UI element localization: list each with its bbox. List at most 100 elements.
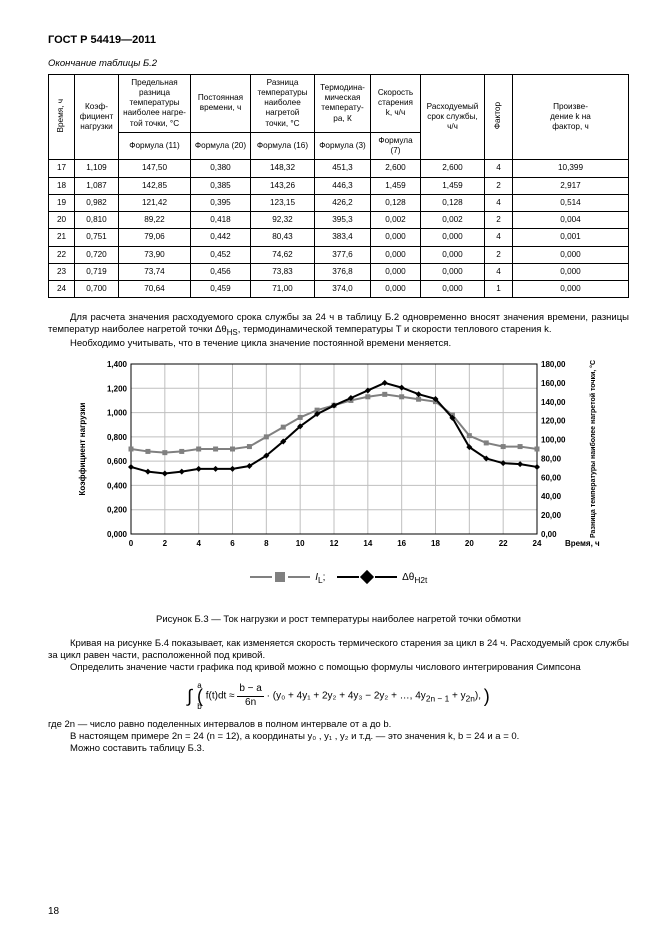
col-tau: Постоянная времени, ч: [191, 74, 251, 132]
data-table: Время, ч Коэф- фициент нагрузки Предельн…: [48, 74, 629, 299]
table-cell: 0,000: [371, 229, 421, 246]
table-cell: 0,385: [191, 177, 251, 194]
table-cell: 19: [49, 194, 75, 211]
col-life: Расходуемый срок службы, ч/ч: [421, 74, 485, 160]
table-cell: 123,15: [251, 194, 315, 211]
svg-text:80,00: 80,00: [541, 454, 562, 463]
col-prod: Произве- дение k на фактор, ч: [513, 74, 629, 160]
paragraph-6: В настоящем примере 2n = 24 (n = 12), а …: [48, 731, 629, 743]
table-cell: 0,720: [75, 246, 119, 263]
table-cell: 0,000: [371, 263, 421, 280]
table-cell: 0,002: [371, 212, 421, 229]
table-cell: 73,74: [119, 263, 191, 280]
table-cell: 0,004: [513, 212, 629, 229]
table-cell: 73,83: [251, 263, 315, 280]
table-cell: 0,452: [191, 246, 251, 263]
table-cell: 0,380: [191, 160, 251, 177]
svg-text:1,000: 1,000: [106, 408, 127, 417]
chart: 0,0000,2000,4000,6000,8001,0001,2001,400…: [69, 356, 609, 606]
table-cell: 0,459: [191, 281, 251, 298]
paragraph-3: Кривая на рисунке Б.4 показывает, как из…: [48, 638, 629, 662]
svg-text:0,600: 0,600: [106, 457, 127, 466]
svg-text:40,00: 40,00: [541, 492, 562, 501]
table-cell: 0,000: [421, 229, 485, 246]
col-f6: Формула (7): [371, 132, 421, 160]
table-cell: 22: [49, 246, 75, 263]
figure-caption: Рисунок Б.3 — Ток нагрузки и рост темпер…: [48, 614, 629, 626]
svg-text:24: 24: [532, 539, 541, 548]
svg-text:1,200: 1,200: [106, 384, 127, 393]
svg-text:Время, ч: Время, ч: [565, 539, 600, 548]
table-cell: 377,6: [315, 246, 371, 263]
table-cell: 395,3: [315, 212, 371, 229]
svg-text:8: 8: [264, 539, 269, 548]
table-cell: 0,000: [371, 281, 421, 298]
table-cell: 2,600: [371, 160, 421, 177]
svg-text:20,00: 20,00: [541, 511, 562, 520]
svg-text:Коэффициент нагрузки: Коэффициент нагрузки: [78, 402, 87, 495]
table-cell: 2,917: [513, 177, 629, 194]
table-row: 240,70070,640,45971,00374,00,0000,00010,…: [49, 281, 629, 298]
table-cell: 24: [49, 281, 75, 298]
table-cell: 10,399: [513, 160, 629, 177]
table-cell: 446,3: [315, 177, 371, 194]
table-cell: 0,442: [191, 229, 251, 246]
col-T: Термодина- мическая температу- ра, К: [315, 74, 371, 132]
table-cell: 0,000: [421, 263, 485, 280]
svg-text:0,200: 0,200: [106, 506, 127, 515]
table-row: 200,81089,220,41892,32395,30,0020,00220,…: [49, 212, 629, 229]
table-cell: 74,62: [251, 246, 315, 263]
table-cell: 376,8: [315, 263, 371, 280]
table-cell: 0,700: [75, 281, 119, 298]
table-cell: 2: [485, 212, 513, 229]
svg-text:Разница температуры наиболее н: Разница температуры наиболее нагретой то…: [589, 360, 597, 538]
svg-text:180,00: 180,00: [541, 360, 566, 369]
paragraph-7: Можно составить таблицу Б.3.: [48, 743, 629, 755]
col-factor: Фактор: [493, 102, 503, 129]
table-cell: 0,000: [421, 281, 485, 298]
table-caption: Окончание таблицы Б.2: [48, 58, 629, 70]
col-coef: Коэф- фициент нагрузки: [75, 74, 119, 160]
table-cell: 0,982: [75, 194, 119, 211]
svg-text:4: 4: [196, 539, 201, 548]
col-f4: Формула (16): [251, 132, 315, 160]
table-cell: 1,087: [75, 177, 119, 194]
table-cell: 148,32: [251, 160, 315, 177]
svg-text:100,00: 100,00: [541, 435, 566, 444]
svg-text:120,00: 120,00: [541, 417, 566, 426]
table-cell: 71,00: [251, 281, 315, 298]
table-cell: 80,43: [251, 229, 315, 246]
table-cell: 23: [49, 263, 75, 280]
table-cell: 20: [49, 212, 75, 229]
svg-text:0,000: 0,000: [106, 530, 127, 539]
svg-text:0,00: 0,00: [541, 530, 557, 539]
table-cell: 0,000: [513, 281, 629, 298]
paragraph-5: где 2n — число равно поделенных интервал…: [48, 719, 629, 731]
doc-title: ГОСТ Р 54419—2011: [48, 34, 629, 48]
svg-text:1,400: 1,400: [106, 360, 127, 369]
table-cell: 0,000: [421, 246, 485, 263]
col-k: Скорость старения k, ч/ч: [371, 74, 421, 132]
table-cell: 1,109: [75, 160, 119, 177]
svg-text:160,00: 160,00: [541, 379, 566, 388]
svg-text:18: 18: [431, 539, 440, 548]
chart-svg: 0,0000,2000,4000,6000,8001,0001,2001,400…: [69, 356, 609, 566]
table-cell: 21: [49, 229, 75, 246]
table-cell: 0,000: [513, 263, 629, 280]
svg-text:14: 14: [363, 539, 372, 548]
page: ГОСТ Р 54419—2011 Окончание таблицы Б.2 …: [0, 0, 661, 936]
table-row: 210,75179,060,44280,43383,40,0000,00040,…: [49, 229, 629, 246]
table-cell: 0,456: [191, 263, 251, 280]
table-cell: 451,3: [315, 160, 371, 177]
table-cell: 70,64: [119, 281, 191, 298]
chart-legend: IL; ΔθH2t: [69, 570, 609, 585]
table-row: 190,982121,420,395123,15426,20,1280,1284…: [49, 194, 629, 211]
table-cell: 4: [485, 229, 513, 246]
equation: ∫ab ( f(t)dt ≈ b − a6n · (y₀ + 4y₁ + 2y₂…: [48, 683, 629, 709]
svg-text:0: 0: [128, 539, 133, 548]
table-cell: 383,4: [315, 229, 371, 246]
svg-text:60,00: 60,00: [541, 473, 562, 482]
table-cell: 0,418: [191, 212, 251, 229]
col-f2: Формула (11): [119, 132, 191, 160]
col-f5: Формула (3): [315, 132, 371, 160]
